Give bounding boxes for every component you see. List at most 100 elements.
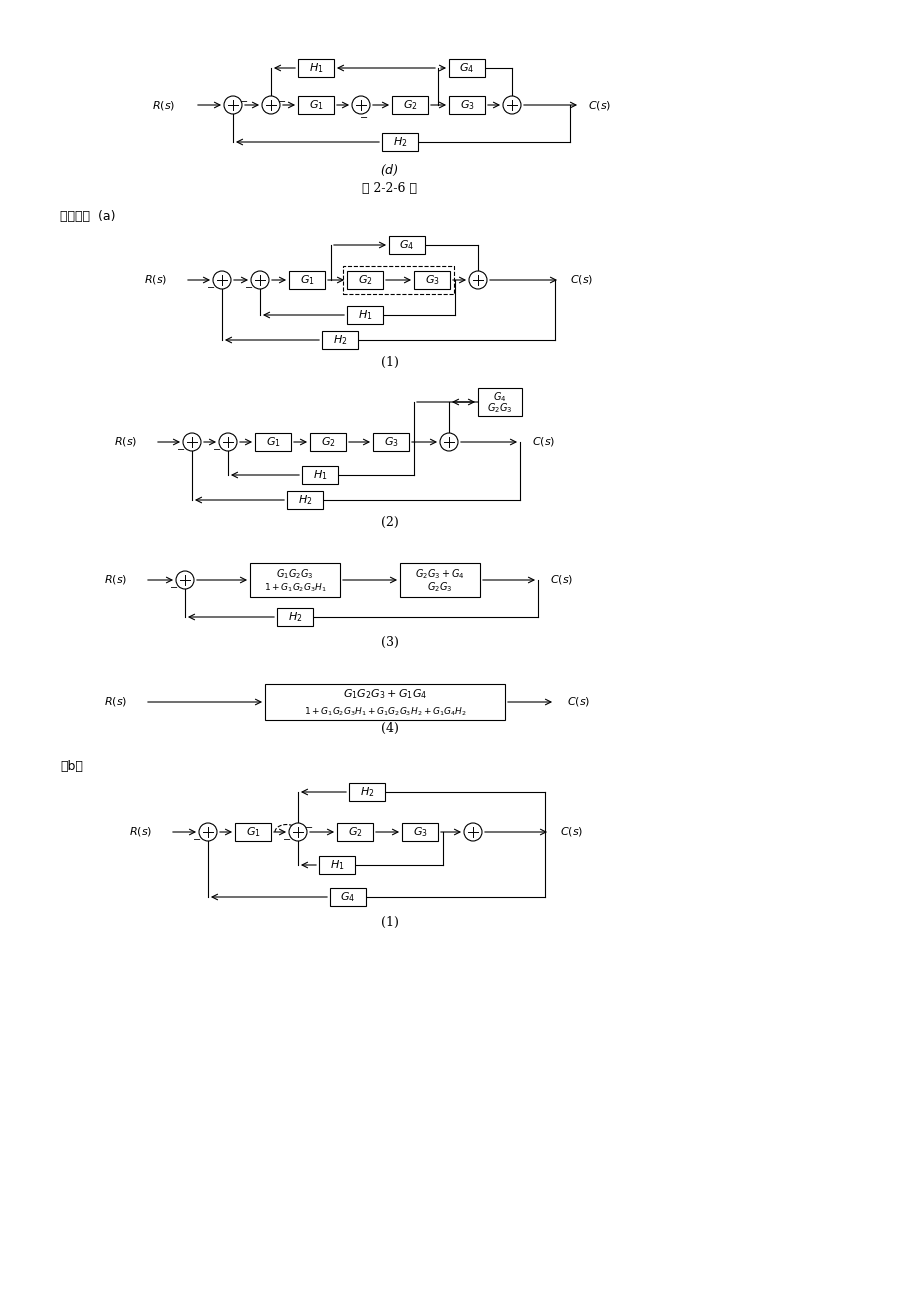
Text: $-$: $-$ — [212, 443, 221, 452]
Circle shape — [199, 823, 217, 841]
Bar — [448, 58, 484, 77]
Bar — [322, 332, 357, 348]
Text: $1+G_1G_2G_3H_1$: $1+G_1G_2G_3H_1$ — [264, 581, 326, 594]
Text: $G_1G_2G_3+G_1G_4$: $G_1G_2G_3+G_1G_4$ — [343, 688, 426, 701]
Text: $H_2$: $H_2$ — [288, 610, 302, 624]
Text: $C(s)$: $C(s)$ — [550, 573, 573, 586]
Text: $G_2G_3$: $G_2G_3$ — [487, 402, 512, 415]
Text: $G_1G_2G_3$: $G_1G_2G_3$ — [276, 567, 313, 581]
Bar — [389, 237, 425, 254]
Circle shape — [176, 571, 194, 589]
Text: $G_4$: $G_4$ — [493, 390, 506, 404]
Text: $G_2G_3$: $G_2G_3$ — [426, 581, 452, 594]
Text: $-$: $-$ — [359, 112, 369, 121]
Text: $1+G_1G_2G_3H_1+G_1G_2G_3H_2+G_1G_4H_2$: $1+G_1G_2G_3H_1+G_1G_2G_3H_2+G_1G_4H_2$ — [303, 706, 466, 718]
Text: $H_2$: $H_2$ — [392, 135, 407, 150]
Bar — [310, 433, 346, 451]
Bar — [372, 433, 409, 451]
Text: (4): (4) — [380, 722, 399, 734]
Circle shape — [262, 96, 279, 114]
Text: $C(s)$: $C(s)$ — [531, 436, 555, 448]
Text: $G_4$: $G_4$ — [399, 238, 414, 252]
Circle shape — [463, 823, 482, 841]
Bar — [336, 823, 372, 841]
Text: (1): (1) — [380, 915, 399, 928]
Circle shape — [213, 270, 231, 289]
Text: $C(s)$: $C(s)$ — [570, 273, 593, 286]
Text: $G_1$: $G_1$ — [266, 436, 280, 448]
Circle shape — [352, 96, 369, 114]
Bar — [301, 465, 337, 484]
Text: $G_4$: $G_4$ — [340, 891, 356, 904]
Text: (2): (2) — [380, 516, 399, 529]
Bar — [478, 387, 521, 416]
Bar — [346, 306, 382, 324]
Text: $G_2$: $G_2$ — [320, 436, 335, 448]
Bar — [343, 266, 453, 294]
Text: $H_1$: $H_1$ — [312, 468, 327, 482]
Text: $G_2$: $G_2$ — [347, 826, 362, 838]
Text: $G_2$: $G_2$ — [403, 98, 417, 112]
Text: (3): (3) — [380, 636, 399, 649]
Bar — [289, 270, 324, 289]
Circle shape — [469, 270, 486, 289]
Bar — [298, 58, 334, 77]
Text: 题 2-2-6 图: 题 2-2-6 图 — [362, 182, 417, 195]
Text: $H_2$: $H_2$ — [333, 333, 346, 347]
Text: $H_1$: $H_1$ — [357, 308, 372, 322]
Text: $G_4$: $G_4$ — [459, 61, 474, 75]
Text: $R(s)$: $R(s)$ — [104, 573, 127, 586]
Text: $G_3$: $G_3$ — [424, 273, 439, 287]
Circle shape — [439, 433, 458, 451]
Bar — [400, 563, 480, 597]
Text: $-$: $-$ — [169, 581, 178, 590]
Text: $C(s)$: $C(s)$ — [566, 696, 590, 708]
Text: $R(s)$: $R(s)$ — [114, 436, 137, 448]
Text: $-$: $-$ — [239, 95, 248, 104]
Bar — [391, 96, 427, 114]
Bar — [319, 855, 355, 874]
Text: $H_2$: $H_2$ — [298, 493, 312, 507]
Bar — [250, 563, 340, 597]
Text: $-$: $-$ — [206, 282, 215, 290]
Text: $-$: $-$ — [282, 833, 291, 842]
Bar — [298, 96, 334, 114]
Text: $R(s)$: $R(s)$ — [152, 99, 175, 112]
Circle shape — [223, 96, 242, 114]
Bar — [255, 433, 290, 451]
Text: $-$: $-$ — [244, 282, 254, 290]
Bar — [265, 684, 505, 720]
Bar — [348, 783, 384, 801]
Bar — [402, 823, 437, 841]
Text: $H_1$: $H_1$ — [329, 858, 344, 872]
Circle shape — [219, 433, 237, 451]
Text: $C(s)$: $C(s)$ — [560, 826, 583, 838]
Text: $G_1$: $G_1$ — [308, 98, 323, 112]
Text: $G_3$: $G_3$ — [460, 98, 474, 112]
Bar — [277, 608, 312, 627]
Bar — [287, 491, 323, 510]
Text: $C(s)$: $C(s)$ — [587, 99, 611, 112]
Bar — [346, 270, 382, 289]
Text: $G_3$: $G_3$ — [383, 436, 398, 448]
Text: $R(s)$: $R(s)$ — [143, 273, 167, 286]
Text: $R(s)$: $R(s)$ — [104, 696, 127, 708]
Text: $G_1$: $G_1$ — [300, 273, 314, 287]
Text: $G_2G_3+G_4$: $G_2G_3+G_4$ — [414, 567, 464, 581]
Text: $G_3$: $G_3$ — [412, 826, 427, 838]
Bar — [448, 96, 484, 114]
Text: $-$: $-$ — [176, 443, 186, 452]
Bar — [414, 270, 449, 289]
Bar — [234, 823, 271, 841]
Text: 【解】：  (a): 【解】： (a) — [60, 211, 116, 224]
Text: $H_2$: $H_2$ — [359, 785, 374, 800]
Text: （b）: （b） — [60, 760, 83, 774]
Text: ($d$): ($d$) — [380, 162, 399, 178]
Bar — [381, 133, 417, 151]
Text: $-$: $-$ — [304, 823, 313, 832]
Text: $-$: $-$ — [192, 833, 201, 842]
Circle shape — [289, 823, 307, 841]
Text: (1): (1) — [380, 355, 399, 368]
Text: $H_1$: $H_1$ — [309, 61, 323, 75]
Circle shape — [503, 96, 520, 114]
